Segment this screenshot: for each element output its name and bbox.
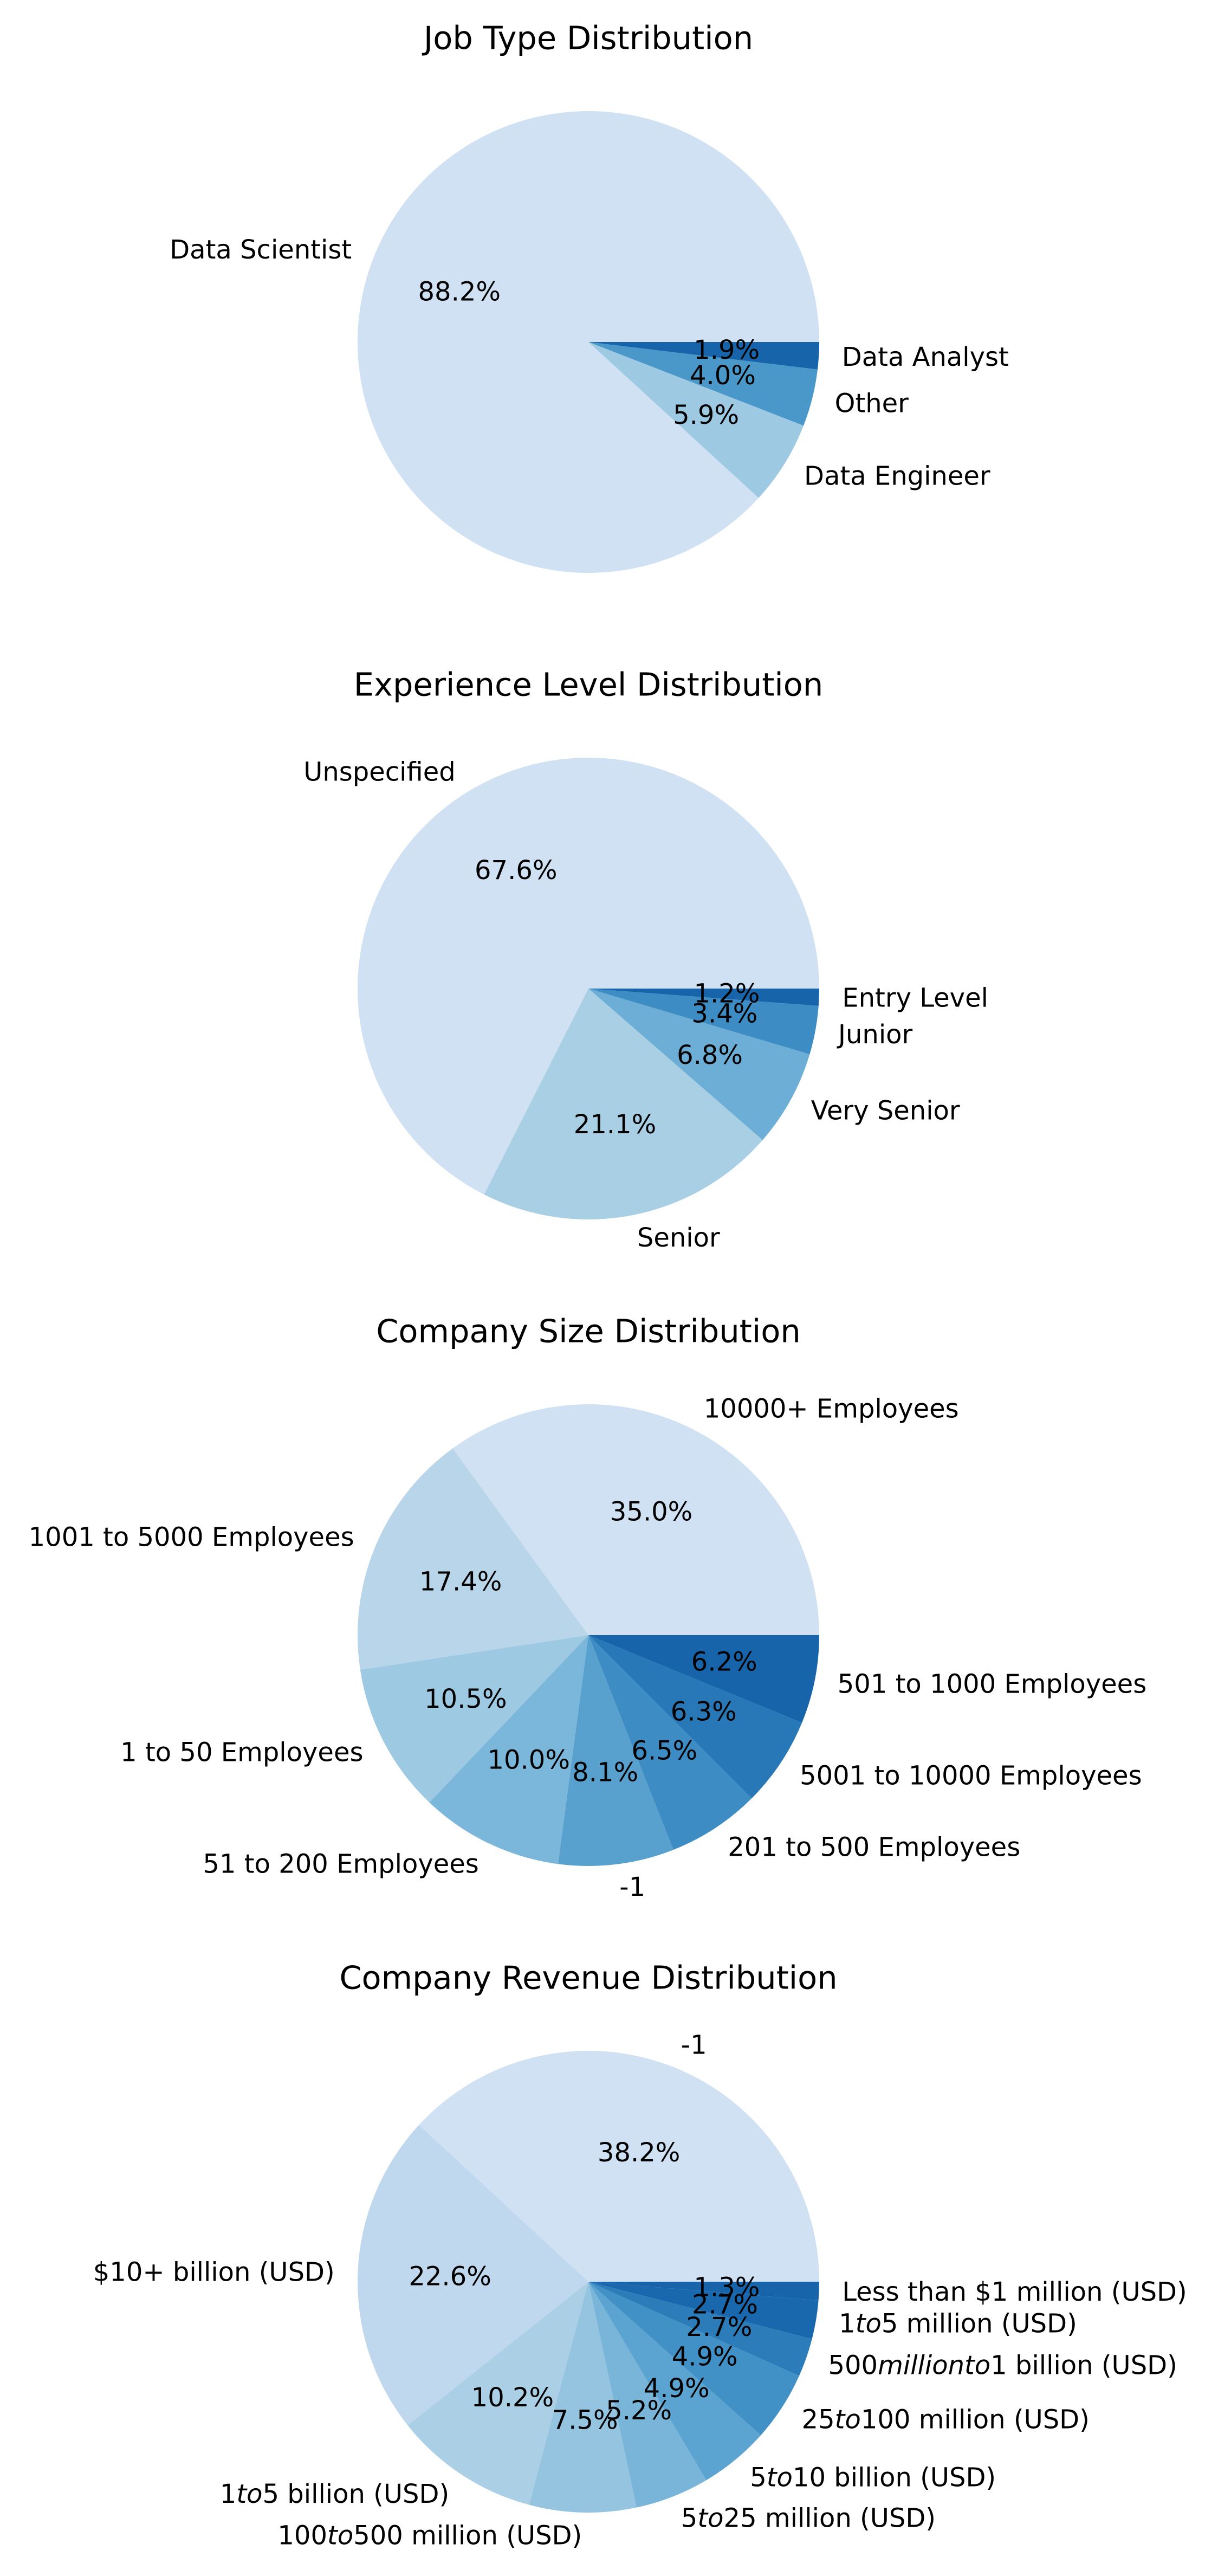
slice-percent-other: 4.0% [690, 360, 756, 391]
pie-slice-500-million-to-1-billion-usd [588, 2282, 812, 2376]
pie-labels: 10000+ Employees 35.0% 1001 to 5000 Employ… [29, 1393, 1147, 1902]
pie-labels: Data Scientist 88.2% Data Engineer 5.9% Othe… [170, 235, 1009, 491]
chart-title: Company Size Distribution [376, 1313, 801, 1350]
slice-label-very-senior: Very Senior [811, 1096, 960, 1126]
pie-panel-experience-level-distribution: Experience Level Distribution Unspecified… [303, 666, 988, 1253]
slice-label-1-to-50-employees: 1 to 50 Employees [120, 1738, 363, 1768]
slice-label-51-to-200-employees: 51 to 200 Employees [203, 1849, 478, 1880]
slice-percent-501-to-1000-employees: 6.2% [691, 1647, 757, 1677]
slice-percent-25-to-100-million-usd: 4.9% [672, 2342, 738, 2372]
pie-slice-5001-to-10000-employees [588, 1635, 802, 1799]
pie-slices [358, 1404, 819, 1866]
pie-slice-501-to-1000-employees [588, 1635, 819, 1723]
pie-slice-senior [484, 989, 763, 1219]
pie-slice-data-analyst [588, 342, 819, 370]
slice-percent-1001-to-5000-employees: 17.4% [419, 1566, 502, 1597]
slice-label-100-to-500-million-usd: 100to500 million (USD) [277, 2520, 582, 2551]
slice-percent-5001-to-10000-employees: 6.3% [671, 1697, 737, 1727]
pie-slice-5-to-25-million-usd [588, 2282, 707, 2508]
slice-percent-senior: 21.1% [574, 1109, 656, 1140]
pie-slice-junior [588, 989, 819, 1055]
pie-slice-unspecified [358, 758, 819, 1195]
pie-slice-1 [558, 1635, 673, 1866]
slice-label-25-to-100-million-usd: 25to100 million (USD) [802, 2404, 1090, 2435]
slice-label-data-analyst: Data Analyst [842, 342, 1009, 372]
pie-labels: Unspecified 67.6% Senior 21.1% Very Senior 6.… [303, 757, 988, 1253]
slice-label-data-engineer: Data Engineer [804, 461, 990, 491]
slice-percent-10-billion-usd: 22.6% [409, 2261, 491, 2291]
slice-percent-51-to-200-employees: 10.0% [487, 1745, 569, 1776]
pie-slice-1 [419, 2050, 819, 2282]
slice-label-other: Other [835, 389, 909, 419]
pie-panel-company-size-distribution: Company Size Distribution 10000+ Employee… [29, 1313, 1147, 1903]
pie-slice-25-to-100-million-usd [588, 2282, 799, 2436]
slice-label-501-to-1000-employees: 501 to 1000 Employees [838, 1669, 1146, 1700]
slice-label-1-to-5-billion-usd: 1to5 billion (USD) [220, 2479, 449, 2509]
pie-slice-data-scientist [358, 111, 819, 573]
pie-slice-5-to-10-billion-usd [588, 2282, 761, 2481]
slice-percent-1-to-5-billion-usd: 10.2% [471, 2383, 554, 2413]
slice-percent-100-to-500-million-usd: 7.5% [552, 2405, 618, 2436]
slice-label-1001-to-5000-employees: 1001 to 5000 Employees [29, 1522, 354, 1552]
slice-label-unspecified: Unspecified [303, 757, 456, 787]
slice-label-201-to-500-employees: 201 to 500 Employees [728, 1832, 1020, 1863]
pie-slice-1-to-5-billion-usd [407, 2282, 588, 2505]
pie-slice-10000-employees [452, 1404, 819, 1635]
slice-percent-less-than-1-million-usd: 1.3% [694, 2272, 760, 2302]
slice-label-500-million-to-1-billion-usd: 500millionto1 billion (USD) [828, 2350, 1177, 2380]
slice-percent-data-engineer: 5.9% [673, 400, 739, 430]
pie-labels: -1 38.2% $10+ billion (USD) 22.6% 1to5 billi… [93, 2030, 1187, 2551]
slice-label-5-to-10-billion-usd: 5to10 billion (USD) [750, 2462, 996, 2493]
slice-percent-10000-employees: 35.0% [610, 1496, 692, 1527]
chart-title: Company Revenue Distribution [339, 1959, 837, 1997]
pie-slice-1-to-5-million-usd [588, 2282, 819, 2339]
slice-percent-1-to-5-million-usd: 2.7% [692, 2289, 758, 2320]
slice-label-entry-level: Entry Level [842, 983, 988, 1013]
chart-title: Experience Level Distribution [354, 666, 823, 703]
slice-label-junior: Junior [837, 1019, 913, 1050]
slice-label-data-scientist: Data Scientist [170, 235, 352, 265]
slice-percent-1-to-50-employees: 10.5% [424, 1684, 507, 1714]
pie-slice-other [588, 342, 818, 426]
pie-slices [358, 758, 819, 1219]
slice-percent-1: 8.1% [572, 1758, 638, 1788]
slice-percent-junior: 3.4% [691, 998, 757, 1029]
pie-slices [358, 111, 819, 573]
slice-percent-5-to-25-million-usd: 5.2% [606, 2396, 672, 2426]
pie-panel-job-type-distribution: Job Type Distribution Data Scientist 88.2%… [170, 20, 1009, 573]
slice-label-1: -1 [681, 2030, 707, 2061]
pie-slice-201-to-500-employees [588, 1635, 752, 1850]
pie-slice-51-to-200-employees [429, 1635, 588, 1864]
slice-label-5001-to-10000-employees: 5001 to 10000 Employees [800, 1761, 1142, 1791]
chart-title: Job Type Distribution [422, 20, 753, 57]
slice-percent-unspecified: 67.6% [475, 855, 557, 886]
pie-slice-100-to-500-million-usd [529, 2282, 637, 2513]
pie-slices [358, 2050, 819, 2513]
slice-percent-201-to-500-employees: 6.5% [631, 1736, 697, 1766]
pie-slice-very-senior [588, 989, 810, 1140]
slice-percent-entry-level: 1.2% [694, 979, 760, 1009]
pie-panel-company-revenue-distribution: Company Revenue Distribution -1 38.2% $10+ … [93, 1959, 1187, 2551]
slice-label-10000-employees: 10000+ Employees [704, 1393, 959, 1424]
pie-slice-1001-to-5000-employees [358, 1448, 588, 1670]
slice-percent-500-million-to-1-billion-usd: 2.7% [686, 2312, 752, 2342]
slice-percent-data-analyst: 1.9% [694, 335, 760, 365]
slice-percent-1: 38.2% [598, 2138, 680, 2168]
slice-label-1: -1 [619, 1872, 645, 1902]
slice-percent-data-scientist: 88.2% [418, 276, 501, 307]
slice-label-1-to-5-million-usd: 1to5 million (USD) [839, 2309, 1077, 2339]
slice-percent-very-senior: 6.8% [677, 1040, 743, 1070]
pie-slice-less-than-1-million-usd [588, 2282, 819, 2301]
slice-label-5-to-25-million-usd: 5to25 million (USD) [681, 2503, 936, 2533]
slice-percent-5-to-10-billion-usd: 4.9% [644, 2373, 710, 2404]
slice-label-senior: Senior [637, 1223, 720, 1253]
pie-slice-1-to-50-employees [360, 1635, 588, 1803]
pie-slice-entry-level [588, 989, 819, 1006]
slice-label-less-than-1-million-usd: Less than $1 million (USD) [842, 2277, 1187, 2307]
slice-label-10-billion-usd: $10+ billion (USD) [93, 2257, 335, 2287]
pie-slice-10-billion-usd [358, 2125, 588, 2425]
pie-slice-data-engineer [588, 342, 804, 498]
